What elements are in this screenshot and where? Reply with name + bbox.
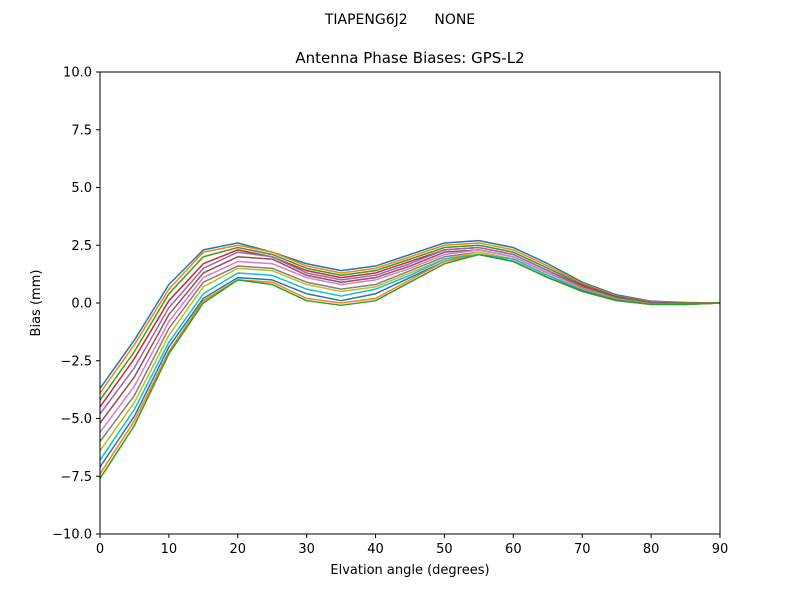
x-tick-label: 70 bbox=[574, 542, 591, 557]
figure-suptitle: TIAPENG6J2 NONE bbox=[324, 12, 475, 28]
plot-area bbox=[100, 72, 720, 534]
x-tick-label: 40 bbox=[367, 542, 384, 557]
suptitle-left: TIAPENG6J2 bbox=[324, 12, 408, 28]
x-axis-ticks: 0 10 20 30 40 50 60 70 80 90 bbox=[96, 534, 728, 557]
y-axis-label: Bias (mm) bbox=[29, 270, 44, 337]
y-tick-label: 0.0 bbox=[71, 297, 92, 312]
x-tick-label: 0 bbox=[96, 542, 104, 557]
y-tick-label: −2.5 bbox=[60, 354, 92, 369]
y-tick-label: −7.5 bbox=[60, 470, 92, 485]
series-lines bbox=[99, 239, 721, 479]
y-tick-label: 2.5 bbox=[71, 239, 92, 254]
y-tick-label: 5.0 bbox=[71, 181, 92, 196]
x-tick-label: 50 bbox=[436, 542, 453, 557]
x-tick-label: 60 bbox=[505, 542, 522, 557]
y-tick-label: 10.0 bbox=[63, 66, 92, 81]
y-tick-label: 7.5 bbox=[71, 123, 92, 138]
y-tick-label: −10.0 bbox=[52, 528, 92, 543]
series-line-13 bbox=[99, 253, 721, 479]
y-tick-label: −5.0 bbox=[60, 412, 92, 427]
chart-title: Antenna Phase Biases: GPS-L2 bbox=[295, 49, 524, 67]
suptitle-right: NONE bbox=[434, 12, 475, 28]
x-axis-label: Elvation angle (degrees) bbox=[330, 563, 489, 578]
x-tick-label: 90 bbox=[712, 542, 729, 557]
plot-background bbox=[100, 72, 720, 534]
series-line-1 bbox=[99, 239, 721, 389]
suptitle-gap bbox=[408, 12, 435, 28]
x-tick-label: 30 bbox=[298, 542, 315, 557]
x-tick-label: 80 bbox=[643, 542, 660, 557]
x-tick-label: 10 bbox=[161, 542, 178, 557]
y-axis-ticks: −10.0 −7.5 −5.0 −2.5 0.0 2.5 5.0 7.5 10.0 bbox=[52, 66, 100, 543]
suptitle-text: TIAPENG6J2 NONE bbox=[324, 12, 475, 28]
x-tick-label: 20 bbox=[230, 542, 247, 557]
